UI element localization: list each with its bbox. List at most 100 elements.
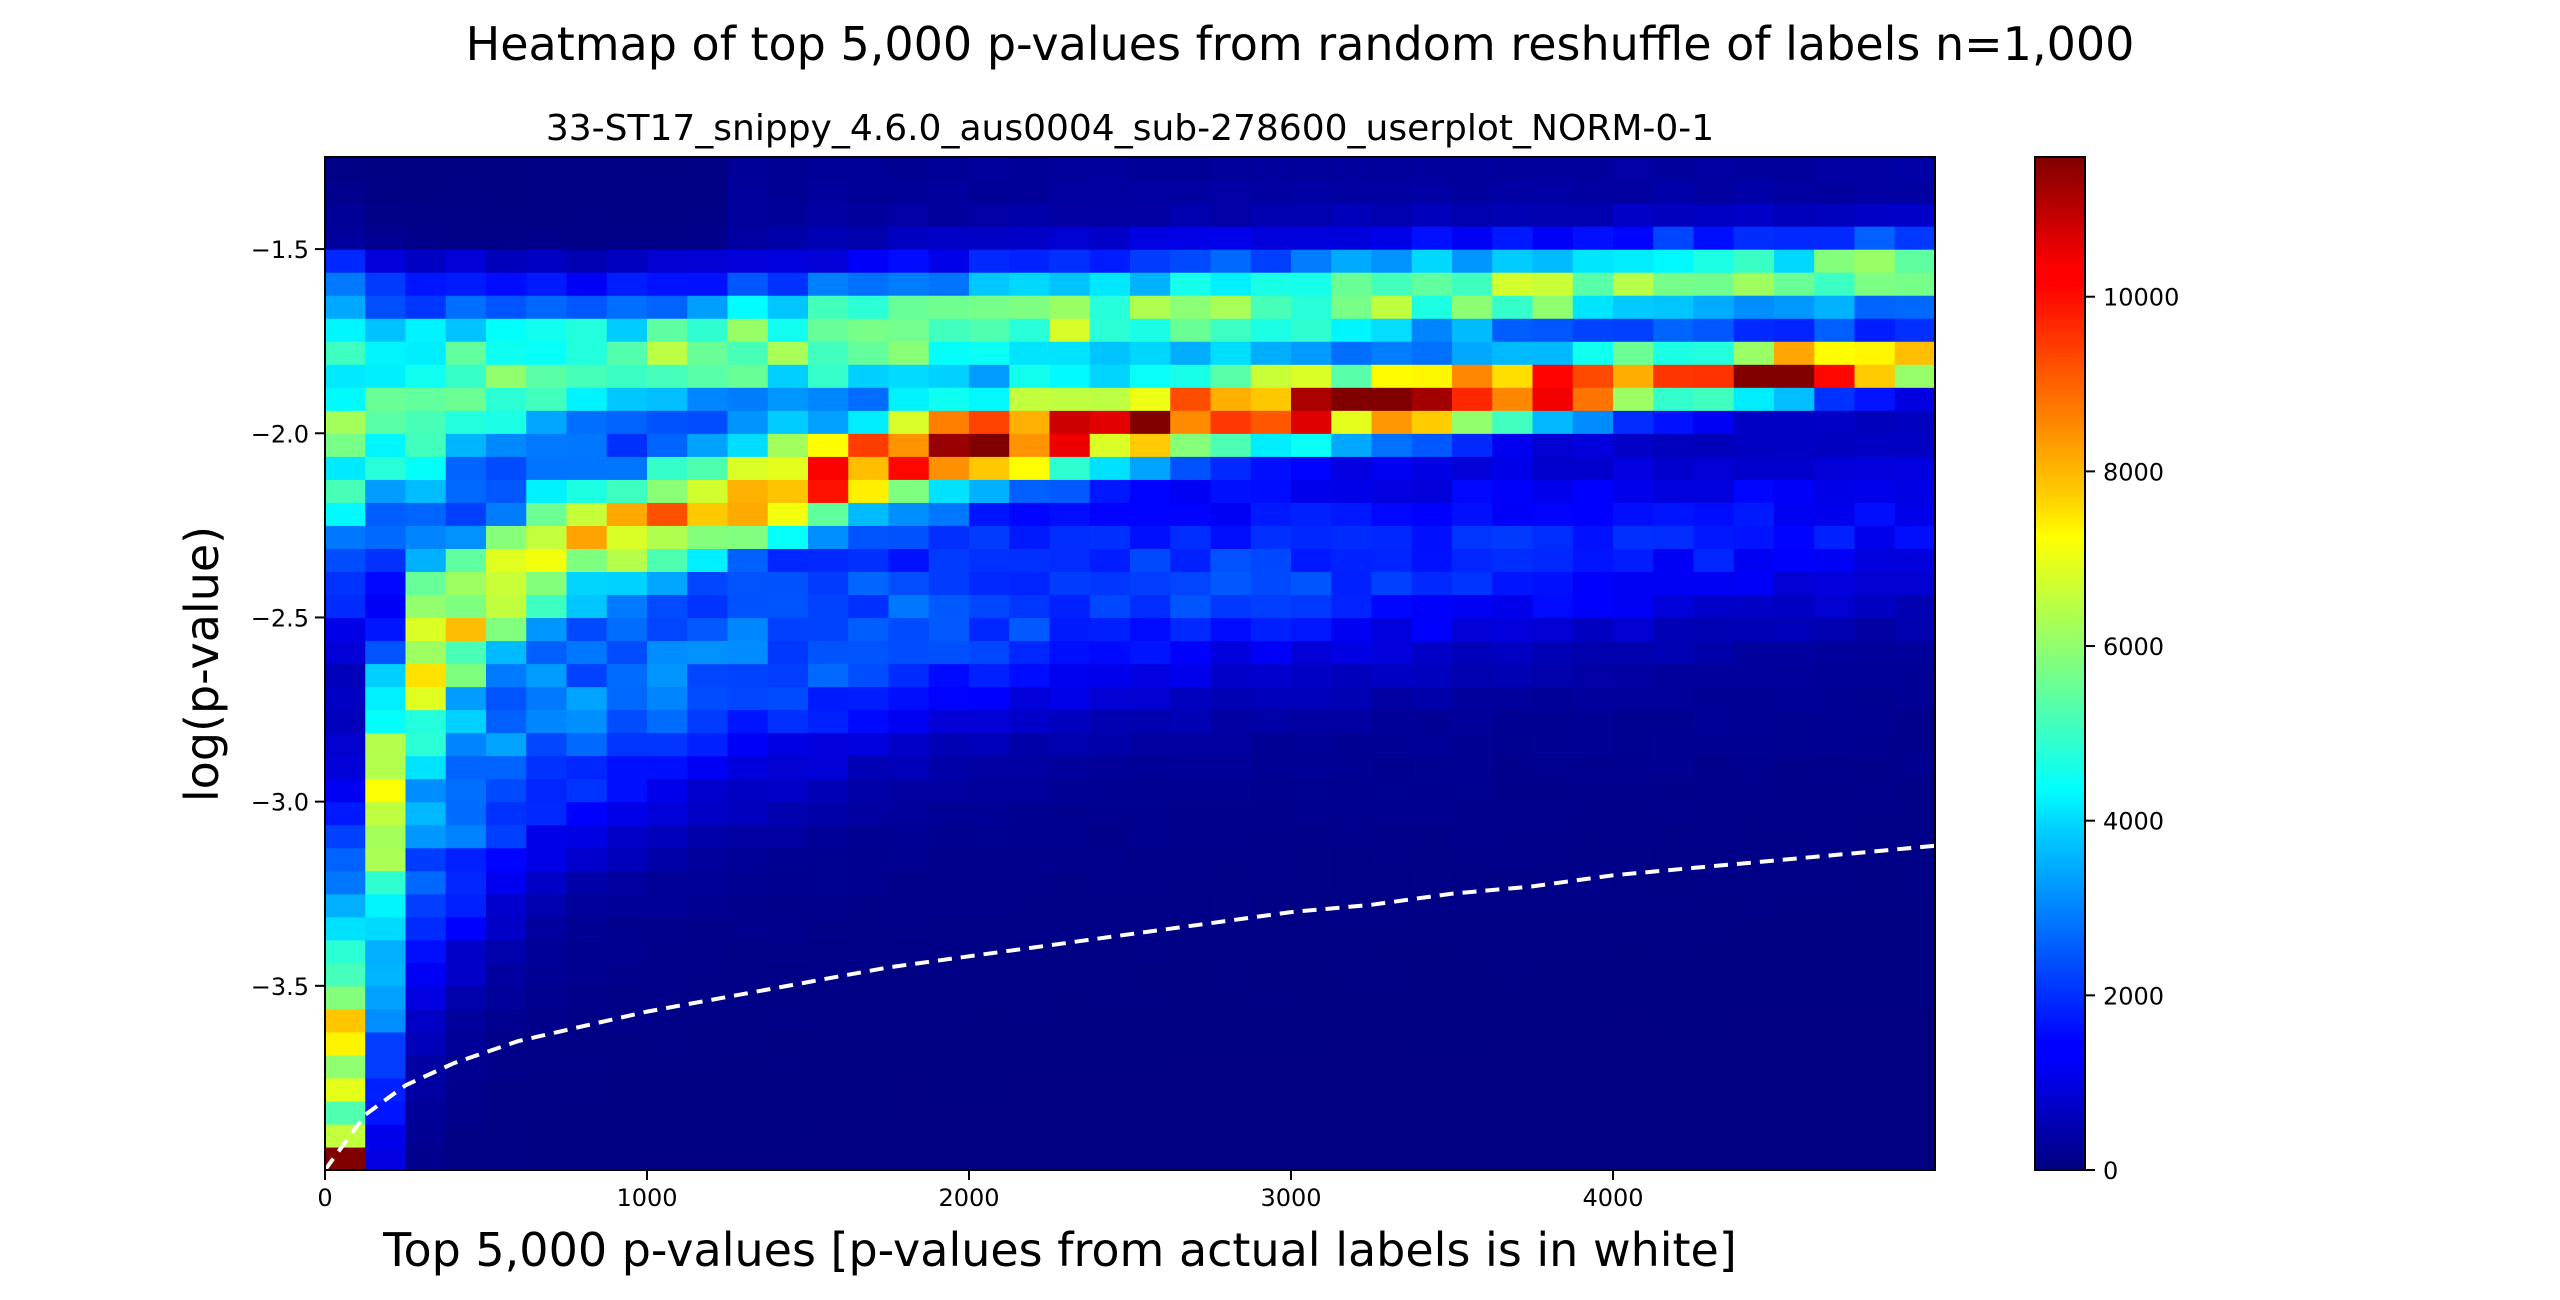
heatmap-cell — [1894, 778, 1936, 803]
heatmap-cell — [1049, 640, 1091, 665]
heatmap-cell — [1130, 157, 1171, 181]
heatmap-cell — [1492, 180, 1534, 204]
heatmap-cell — [1693, 617, 1735, 642]
heatmap-cell — [1774, 226, 1815, 250]
heatmap-cell — [566, 203, 608, 227]
heatmap-cell — [1210, 962, 1252, 987]
heatmap-cell — [808, 502, 849, 526]
heatmap-cell — [1371, 180, 1413, 204]
heatmap-cell — [1371, 272, 1413, 296]
heatmap-cell — [1894, 1123, 1936, 1148]
heatmap-cell — [1814, 939, 1856, 964]
heatmap-cell — [1733, 525, 1775, 549]
heatmap-cell — [1774, 180, 1815, 204]
heatmap-cell — [405, 1031, 447, 1056]
heatmap-cell — [1653, 364, 1695, 388]
heatmap-cell — [1170, 594, 1212, 619]
heatmap-cell — [1814, 847, 1856, 872]
heatmap-cell — [1331, 870, 1373, 895]
heatmap-cell — [606, 870, 648, 895]
heatmap-cell — [1814, 571, 1856, 596]
heatmap-cell — [606, 456, 648, 480]
heatmap-cell — [1733, 364, 1775, 388]
heatmap-cell — [1089, 617, 1131, 642]
heatmap-cell — [888, 594, 930, 619]
heatmap-cell — [1492, 847, 1534, 872]
heatmap-cell — [526, 1100, 568, 1125]
heatmap-cell — [1049, 456, 1091, 480]
heatmap-cell — [606, 157, 648, 181]
heatmap-cell — [1894, 1100, 1936, 1125]
heatmap-cell — [566, 870, 608, 895]
heatmap-cell — [1774, 686, 1815, 711]
heatmap-cell — [1452, 272, 1493, 296]
heatmap-cell — [1492, 1054, 1534, 1079]
heatmap-cell — [1532, 1031, 1574, 1056]
heatmap-cell — [1894, 318, 1936, 342]
heatmap-cell — [1894, 548, 1936, 573]
heatmap-cell — [1291, 962, 1332, 987]
colorbar-tick-label: 6000 — [2103, 633, 2164, 661]
heatmap-cell — [1814, 824, 1856, 849]
heatmap-cell — [888, 272, 930, 296]
heatmap-cell — [1371, 985, 1413, 1010]
heatmap-cell — [1291, 410, 1332, 434]
heatmap-cell — [1411, 709, 1453, 734]
heatmap-cell — [1653, 548, 1695, 573]
heatmap-cell — [325, 870, 366, 895]
heatmap-cell — [445, 709, 487, 734]
heatmap-cell — [1774, 1146, 1815, 1171]
heatmap-cell — [928, 226, 970, 250]
heatmap-cell — [365, 847, 407, 872]
heatmap-cell — [969, 433, 1010, 457]
heatmap-cell — [1210, 893, 1252, 918]
heatmap-cell — [1331, 433, 1373, 457]
heatmap-cell — [969, 686, 1010, 711]
heatmap-cell — [1693, 709, 1735, 734]
heatmap-cell — [687, 778, 729, 803]
colorbar-tick-label: 8000 — [2103, 458, 2164, 486]
heatmap-cell — [767, 870, 809, 895]
heatmap-cell — [1371, 502, 1413, 526]
heatmap-cell — [1170, 525, 1212, 549]
heatmap-cell — [1693, 1146, 1735, 1171]
heatmap-cell — [848, 594, 890, 619]
heatmap-cell — [1572, 433, 1614, 457]
heatmap-cell — [808, 962, 849, 987]
heatmap-cell — [1331, 203, 1373, 227]
heatmap-cell — [1371, 318, 1413, 342]
heatmap-cell — [1130, 272, 1171, 296]
heatmap-cell — [969, 824, 1010, 849]
heatmap-cell — [1693, 571, 1735, 596]
heatmap-cell — [1733, 847, 1775, 872]
heatmap-cell — [325, 594, 366, 619]
heatmap-cell — [1049, 916, 1091, 941]
heatmap-cell — [1572, 364, 1614, 388]
heatmap-cell — [1854, 985, 1896, 1010]
heatmap-cell — [1130, 180, 1171, 204]
heatmap-cell — [1733, 272, 1775, 296]
heatmap-cell — [1894, 180, 1936, 204]
heatmap-cell — [365, 594, 407, 619]
heatmap-cell — [1814, 640, 1856, 665]
heatmap-cell — [1613, 1077, 1654, 1102]
heatmap-cell — [848, 1031, 890, 1056]
heatmap-cell — [687, 617, 729, 642]
heatmap-cell — [1170, 249, 1212, 273]
heatmap-cell — [486, 939, 527, 964]
heatmap-cell — [566, 1054, 608, 1079]
heatmap-cell — [1814, 962, 1856, 987]
heatmap-cell — [808, 180, 849, 204]
heatmap-cell — [445, 663, 487, 688]
heatmap-cell — [1572, 1100, 1614, 1125]
heatmap-cell — [1854, 387, 1896, 411]
heatmap-cell — [1009, 1077, 1051, 1102]
heatmap-cell — [1492, 341, 1534, 365]
heatmap-cell — [808, 249, 849, 273]
heatmap-cell — [365, 709, 407, 734]
heatmap-cell — [808, 617, 849, 642]
heatmap-cell — [848, 364, 890, 388]
heatmap-cell — [1371, 1008, 1413, 1033]
heatmap-cell — [1572, 525, 1614, 549]
heatmap-cell — [647, 1100, 688, 1125]
